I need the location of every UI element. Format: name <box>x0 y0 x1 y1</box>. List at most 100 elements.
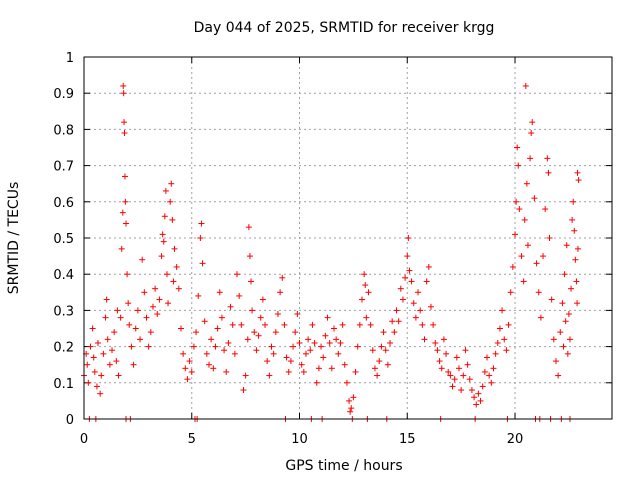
data-point <box>354 343 361 350</box>
data-point <box>240 387 247 394</box>
data-point <box>186 358 193 365</box>
data-point <box>103 296 110 303</box>
data-point <box>384 361 391 368</box>
data-point <box>121 119 128 126</box>
y-tick-label: 0.7 <box>53 160 74 175</box>
data-point <box>559 300 566 307</box>
data-point <box>565 311 572 318</box>
data-point <box>234 271 241 278</box>
data-point <box>479 383 486 390</box>
data-point <box>274 311 281 318</box>
data-point <box>114 307 121 314</box>
data-point <box>380 329 387 336</box>
data-point <box>537 314 544 321</box>
data-point <box>387 339 394 346</box>
data-point <box>481 368 488 375</box>
data-point <box>193 329 200 336</box>
data-point <box>540 253 547 260</box>
data-point <box>188 368 195 375</box>
data-point <box>120 90 127 97</box>
data-point <box>285 368 292 375</box>
data-series-srmtid <box>81 82 582 422</box>
data-point <box>149 303 156 310</box>
data-point <box>238 321 245 328</box>
data-point <box>315 365 322 372</box>
data-point <box>126 321 133 328</box>
data-point <box>395 318 402 325</box>
data-point <box>154 311 161 318</box>
data-point <box>158 253 165 260</box>
data-point <box>571 227 578 234</box>
data-point <box>89 325 96 332</box>
data-point <box>438 365 445 372</box>
data-point <box>121 130 128 137</box>
data-point <box>363 314 370 321</box>
data-point <box>246 253 253 260</box>
data-point <box>197 235 204 241</box>
data-point <box>417 307 424 314</box>
data-point <box>460 372 467 379</box>
chart-title: Day 044 of 2025, SRMTID for receiver krg… <box>194 20 495 36</box>
data-point <box>251 329 258 336</box>
data-point <box>412 314 419 321</box>
data-point <box>160 238 167 245</box>
data-point <box>514 144 521 151</box>
data-point <box>427 303 434 310</box>
data-point <box>505 321 512 328</box>
data-point <box>87 343 94 350</box>
data-point <box>496 325 503 332</box>
axis-ticks: 00.10.20.30.40.50.60.70.80.910 5 10 15 20 <box>53 51 612 447</box>
data-point <box>503 347 510 354</box>
data-point <box>376 358 383 365</box>
data-point <box>253 347 260 354</box>
data-point <box>516 206 523 213</box>
data-point <box>309 321 316 328</box>
data-point <box>339 321 346 328</box>
data-point <box>139 256 146 263</box>
data-point <box>575 177 582 184</box>
data-point <box>165 300 172 307</box>
data-point <box>550 336 557 343</box>
data-point <box>561 271 568 278</box>
data-point <box>371 365 378 372</box>
y-tick-label: 0.9 <box>53 87 74 102</box>
data-point <box>552 358 559 365</box>
data-point <box>182 365 189 372</box>
data-point <box>290 343 297 350</box>
data-point <box>281 321 288 328</box>
x-tick-label: 5 <box>188 432 196 447</box>
data-point <box>382 347 389 354</box>
data-point <box>294 311 301 318</box>
data-point <box>367 321 374 328</box>
data-point <box>562 318 569 325</box>
data-point <box>419 321 426 328</box>
data-point <box>121 173 128 180</box>
data-point <box>408 278 415 285</box>
data-point <box>564 350 571 357</box>
data-point <box>120 82 127 89</box>
data-point <box>152 285 159 292</box>
data-point <box>573 278 580 285</box>
data-point <box>350 394 357 401</box>
data-point <box>475 390 482 397</box>
data-point <box>287 358 294 365</box>
data-point <box>180 350 187 357</box>
data-point <box>292 329 299 336</box>
data-point <box>348 405 355 412</box>
data-point <box>170 278 177 285</box>
data-point <box>161 213 168 220</box>
data-point <box>132 325 139 332</box>
data-point <box>423 278 430 285</box>
data-point <box>171 245 178 252</box>
data-point <box>445 368 452 375</box>
data-point <box>546 235 553 241</box>
y-tick-label: 0.5 <box>53 232 74 247</box>
data-point <box>93 383 100 390</box>
data-point <box>569 216 576 223</box>
data-point <box>184 376 191 383</box>
data-point <box>488 379 495 386</box>
data-point <box>199 260 206 267</box>
data-point <box>313 379 320 386</box>
data-point <box>333 336 340 343</box>
